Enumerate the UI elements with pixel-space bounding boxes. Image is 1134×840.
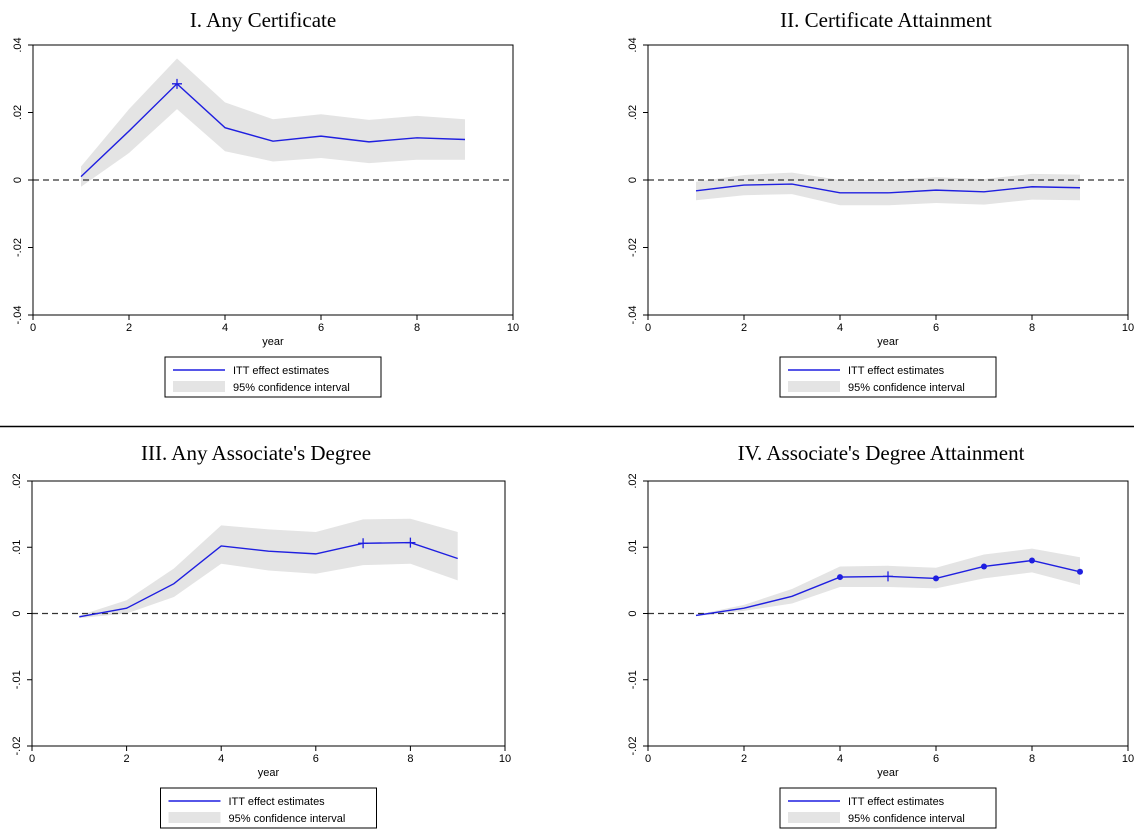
legend-label: ITT effect estimates [229,796,326,808]
y-tick-label: .04 [627,37,639,52]
y-tick-label: -.02 [11,737,23,756]
estimate-marker-dot [1029,557,1035,564]
x-tick-label: 2 [741,322,747,334]
x-tick-label: 6 [313,753,319,765]
x-axis-title: year [877,336,899,348]
legend-label: 95% confidence interval [848,813,965,825]
estimate-marker-plus [405,537,416,548]
estimate-marker-plus [358,538,369,549]
legend-label: ITT effect estimates [848,796,945,808]
x-tick-label: 8 [407,753,413,765]
x-tick-label: 2 [124,753,130,765]
y-tick-label: .02 [11,473,23,488]
x-tick-label: 2 [126,322,132,334]
legend-band-swatch [173,381,225,392]
confidence-band [696,172,1080,206]
chart-title: IV. Associate's Degree Attainment [738,441,1025,465]
chart-panel-1: I. Any Certificate 0 2 4 6 8 10 -.04 -.02 0 .02 .04… [12,8,519,398]
y-tick-label: -.04 [12,306,24,325]
estimate-line [80,82,466,178]
x-tick-label: 0 [645,322,651,334]
legend-box [164,356,382,398]
y-tick-label: -.04 [627,306,639,325]
y-tick-label: -.02 [627,238,639,257]
x-tick-label: 6 [933,753,939,765]
y-tick-label: .02 [627,105,639,120]
x-axis-title: year [262,336,284,348]
x-tick-label: 10 [499,753,511,765]
chart-panel-2: II. Certificate Attainment 0 2 4 6 8 10 -.04 -.0… [627,8,1134,398]
estimate-marker-dot [1077,568,1083,575]
estimate-marker-dot [933,575,939,582]
x-tick-label: 8 [1029,322,1035,334]
y-tick-label: 0 [627,177,639,183]
y-tick-label: 0 [11,610,23,616]
legend-box [160,787,377,829]
y-tick-label: -.01 [627,670,639,689]
y-tick-label: -.02 [12,238,24,257]
confidence-band [81,58,465,187]
y-tick-label: 0 [12,177,24,183]
legend-band-swatch [788,381,840,392]
chart-panel-4: IV. Associate's Degree Attainment 0 2 4 6 8 10… [627,441,1134,829]
chart-title: I. Any Certificate [190,8,336,32]
x-tick-label: 4 [222,322,228,334]
legend: ITT effect estimates 95% confidence inter… [164,356,382,398]
x-tick-label: 0 [645,753,651,765]
legend: ITT effect estimates 95% confidence inter… [160,787,377,829]
legend-label: 95% confidence interval [233,382,350,394]
chart-title: II. Certificate Attainment [780,8,992,32]
chart-panel-3: III. Any Associate's Degree 0 2 4 6 8 10 -.02 -.… [11,441,511,829]
x-tick-label: 4 [218,753,224,765]
y-tick-label: .01 [627,540,639,555]
y-tick-label: 0 [627,610,639,616]
legend-label: ITT effect estimates [233,365,330,377]
x-tick-label: 10 [507,322,519,334]
legend: ITT effect estimates 95% confidence inter… [779,356,997,398]
legend-band-swatch [788,812,840,823]
x-tick-label: 0 [30,322,36,334]
estimate-line [695,183,1081,194]
x-tick-label: 10 [1122,322,1134,334]
x-tick-label: 6 [318,322,324,334]
y-tick-label: .02 [12,105,24,120]
x-tick-label: 4 [837,322,843,334]
legend: ITT effect estimates 95% confidence inter… [779,787,997,829]
y-tick-label: -.01 [11,670,23,689]
y-tick-label: -.02 [627,737,639,756]
legend-label: 95% confidence interval [848,382,965,394]
x-tick-label: 6 [933,322,939,334]
legend-label: 95% confidence interval [229,813,346,825]
estimate-marker-plus [172,78,182,89]
x-axis-title: year [877,767,899,779]
estimate-marker-dot [981,563,987,570]
x-tick-label: 10 [1122,753,1134,765]
x-tick-label: 8 [414,322,420,334]
chart-title: III. Any Associate's Degree [141,441,371,465]
x-tick-label: 8 [1029,753,1035,765]
y-tick-label: .02 [627,473,639,488]
y-tick-label: .04 [12,37,24,52]
estimate-line [79,541,458,618]
legend-box [779,787,997,829]
legend-band-swatch [168,812,221,823]
x-tick-label: 4 [837,753,843,765]
legend-label: ITT effect estimates [848,365,945,377]
estimate-marker-dot [837,574,843,581]
x-axis-title: year [258,767,280,779]
x-tick-label: 0 [29,753,35,765]
y-tick-label: .01 [11,540,23,555]
x-tick-label: 2 [741,753,747,765]
estimate-marker-plus [883,571,893,582]
